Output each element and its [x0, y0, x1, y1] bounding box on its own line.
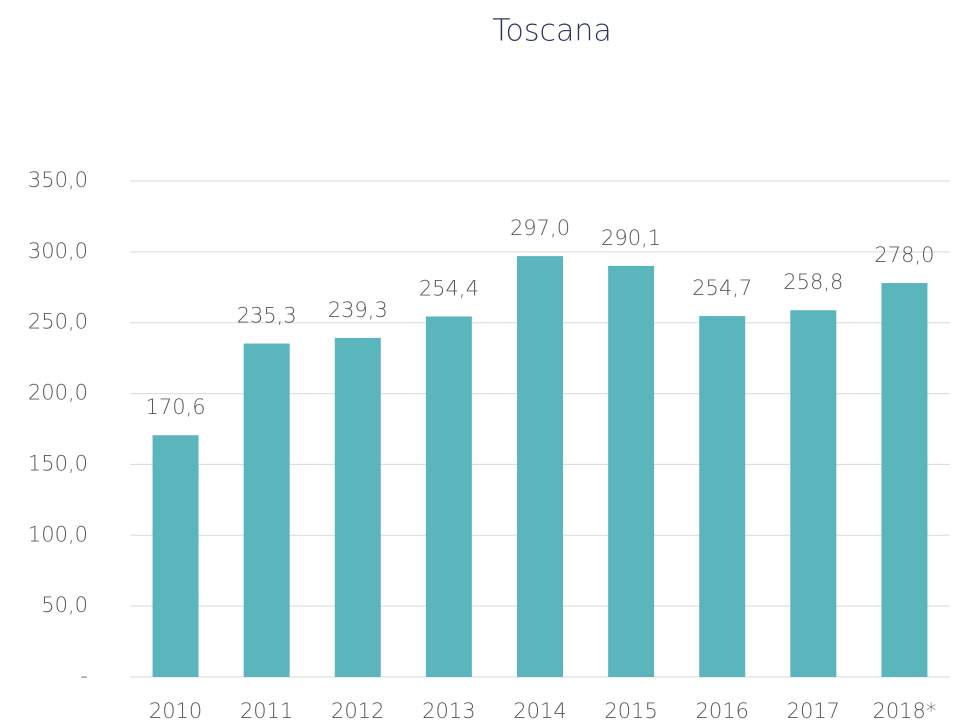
y-tick-label: 350,0	[28, 168, 88, 192]
x-tick-label: 2011	[240, 699, 293, 723]
bar	[699, 316, 746, 677]
value-label: 254,7	[692, 276, 752, 300]
bar	[790, 310, 837, 677]
value-label: 239,3	[328, 298, 388, 322]
y-tick-label: 100,0	[28, 522, 88, 546]
value-label: 258,8	[783, 270, 843, 294]
chart-title: Toscana	[492, 14, 612, 49]
bar	[608, 265, 655, 677]
y-tick-label: 300,0	[28, 239, 88, 263]
bar	[243, 343, 290, 677]
x-tick-label: 2012	[331, 699, 384, 723]
y-tick-label: 250,0	[28, 310, 88, 334]
bar	[334, 337, 381, 677]
y-tick-label: 50,0	[41, 593, 88, 617]
value-label: 170,6	[145, 395, 205, 419]
value-label: 254,4	[419, 276, 479, 300]
bar	[152, 435, 199, 677]
value-label: 278,0	[874, 243, 934, 267]
value-label: 235,3	[237, 304, 297, 328]
y-tick-label: 150,0	[28, 451, 88, 475]
bar	[425, 316, 472, 677]
x-tick-label: 2015	[604, 699, 657, 723]
value-label: 290,1	[601, 226, 661, 250]
x-tick-label: 2010	[149, 699, 202, 723]
x-tick-label: 2018*	[872, 699, 936, 723]
bar	[517, 256, 563, 677]
x-tick-label: 2014	[513, 699, 566, 723]
y-tick-label: 200,0	[28, 381, 88, 405]
x-tick-label: 2017	[787, 699, 840, 723]
x-tick-label: 2013	[422, 699, 475, 723]
y-tick-label: -	[80, 664, 88, 688]
bar	[881, 283, 928, 677]
x-tick-label: 2016	[695, 699, 748, 723]
value-label: 297,0	[510, 216, 570, 240]
